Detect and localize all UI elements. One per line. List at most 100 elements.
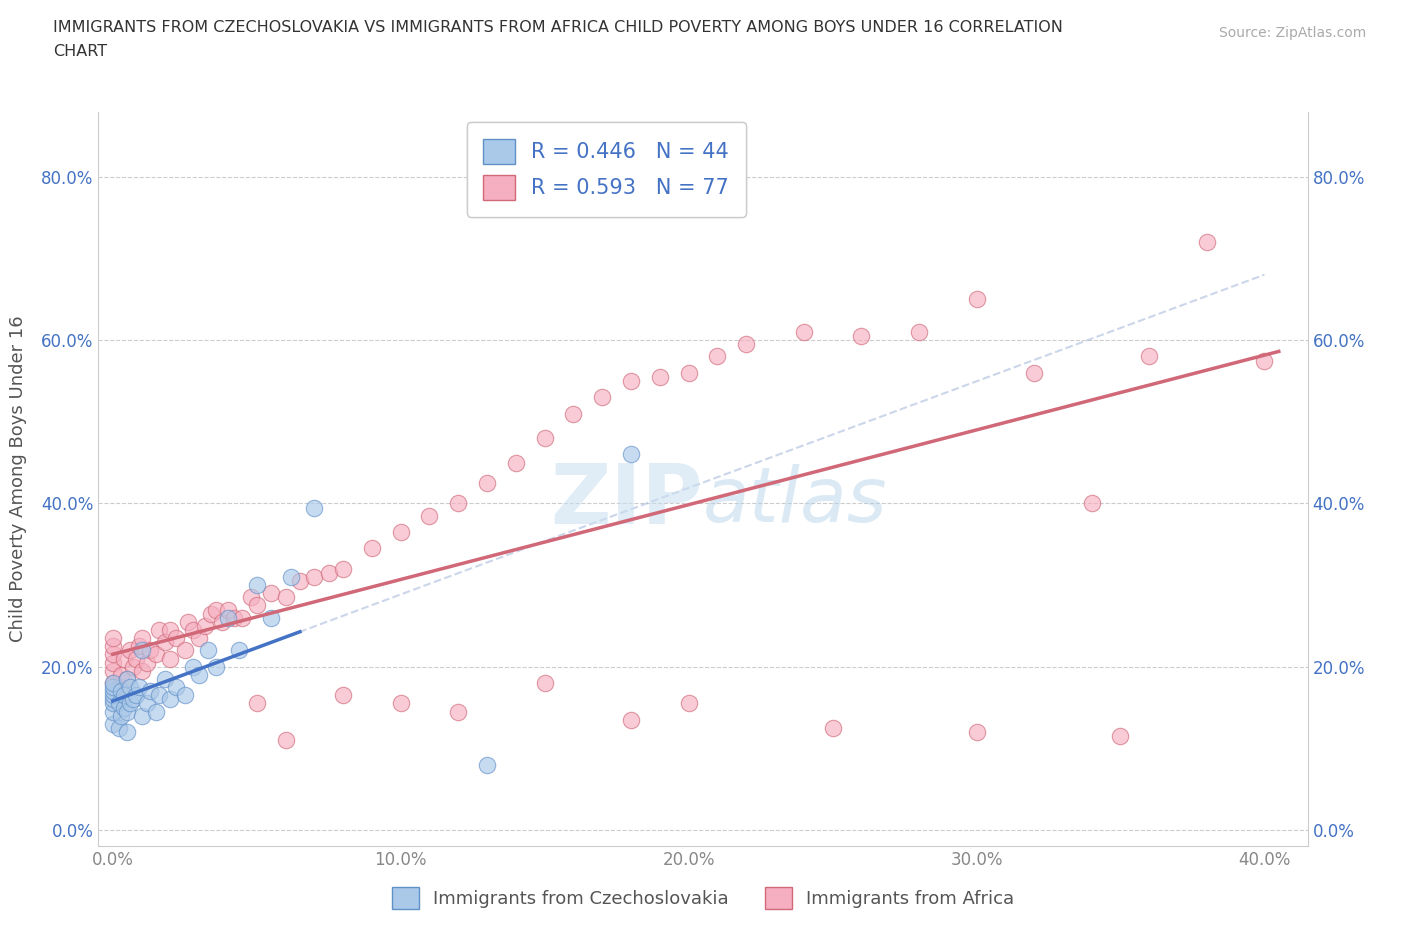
- Text: atlas: atlas: [703, 464, 887, 538]
- Point: [246, 598, 269, 613]
- Text: CHART: CHART: [53, 44, 107, 59]
- Point: [131, 631, 153, 645]
- Point: [159, 651, 181, 666]
- Point: [110, 684, 132, 698]
- Point: [120, 696, 142, 711]
- Point: [112, 700, 135, 715]
- Point: [475, 475, 498, 490]
- Point: [200, 606, 222, 621]
- Point: [101, 692, 124, 707]
- Point: [101, 680, 124, 695]
- Point: [115, 724, 138, 739]
- Point: [125, 651, 148, 666]
- Point: [101, 675, 124, 690]
- Point: [128, 639, 150, 654]
- Point: [112, 688, 135, 703]
- Point: [966, 724, 988, 739]
- Text: IMMIGRANTS FROM CZECHOSLOVAKIA VS IMMIGRANTS FROM AFRICA CHILD POVERTY AMONG BOY: IMMIGRANTS FROM CZECHOSLOVAKIA VS IMMIGR…: [53, 20, 1063, 35]
- Point: [148, 688, 170, 703]
- Legend: R = 0.446   N = 44, R = 0.593   N = 77: R = 0.446 N = 44, R = 0.593 N = 77: [467, 122, 745, 217]
- Point: [389, 696, 412, 711]
- Point: [120, 643, 142, 658]
- Point: [197, 643, 219, 658]
- Point: [112, 651, 135, 666]
- Point: [188, 668, 211, 683]
- Point: [475, 757, 498, 772]
- Point: [260, 586, 283, 601]
- Point: [447, 496, 470, 511]
- Point: [194, 618, 217, 633]
- Point: [122, 659, 145, 674]
- Point: [110, 709, 132, 724]
- Point: [131, 709, 153, 724]
- Point: [288, 574, 311, 589]
- Point: [145, 704, 167, 719]
- Point: [101, 647, 124, 662]
- Point: [101, 675, 124, 690]
- Point: [648, 369, 671, 384]
- Point: [217, 602, 239, 617]
- Point: [260, 610, 283, 625]
- Point: [620, 447, 643, 462]
- Point: [533, 431, 555, 445]
- Point: [188, 631, 211, 645]
- Point: [793, 325, 815, 339]
- Point: [1195, 234, 1218, 249]
- Point: [332, 688, 354, 703]
- Point: [1253, 353, 1275, 368]
- Point: [101, 684, 124, 698]
- Point: [107, 696, 129, 711]
- Point: [240, 590, 263, 604]
- Point: [228, 643, 250, 658]
- Point: [735, 337, 758, 352]
- Point: [101, 688, 124, 703]
- Point: [101, 696, 124, 711]
- Point: [128, 680, 150, 695]
- Point: [101, 631, 124, 645]
- Point: [1022, 365, 1045, 380]
- Point: [101, 656, 124, 671]
- Point: [706, 349, 728, 364]
- Point: [318, 565, 340, 580]
- Point: [139, 643, 162, 658]
- Point: [107, 680, 129, 695]
- Point: [153, 635, 176, 650]
- Point: [821, 721, 844, 736]
- Point: [447, 704, 470, 719]
- Point: [176, 615, 198, 630]
- Point: [304, 500, 326, 515]
- Point: [183, 622, 205, 637]
- Y-axis label: Child Poverty Among Boys Under 16: Child Poverty Among Boys Under 16: [10, 315, 27, 643]
- Point: [131, 663, 153, 678]
- Point: [136, 656, 159, 671]
- Point: [1080, 496, 1102, 511]
- Point: [101, 639, 124, 654]
- Point: [533, 675, 555, 690]
- Point: [1137, 349, 1160, 364]
- Point: [165, 680, 187, 695]
- Point: [505, 455, 527, 470]
- Text: ZIP: ZIP: [551, 460, 703, 541]
- Point: [125, 688, 148, 703]
- Point: [183, 659, 205, 674]
- Point: [120, 680, 142, 695]
- Point: [678, 365, 700, 380]
- Point: [159, 622, 181, 637]
- Point: [173, 688, 195, 703]
- Point: [620, 712, 643, 727]
- Point: [145, 647, 167, 662]
- Point: [361, 541, 384, 556]
- Point: [165, 631, 187, 645]
- Point: [246, 578, 269, 592]
- Point: [131, 643, 153, 658]
- Point: [966, 292, 988, 307]
- Point: [153, 671, 176, 686]
- Point: [115, 671, 138, 686]
- Point: [101, 716, 124, 731]
- Point: [908, 325, 931, 339]
- Point: [159, 692, 181, 707]
- Point: [136, 696, 159, 711]
- Point: [274, 733, 297, 748]
- Point: [205, 602, 228, 617]
- Point: [678, 696, 700, 711]
